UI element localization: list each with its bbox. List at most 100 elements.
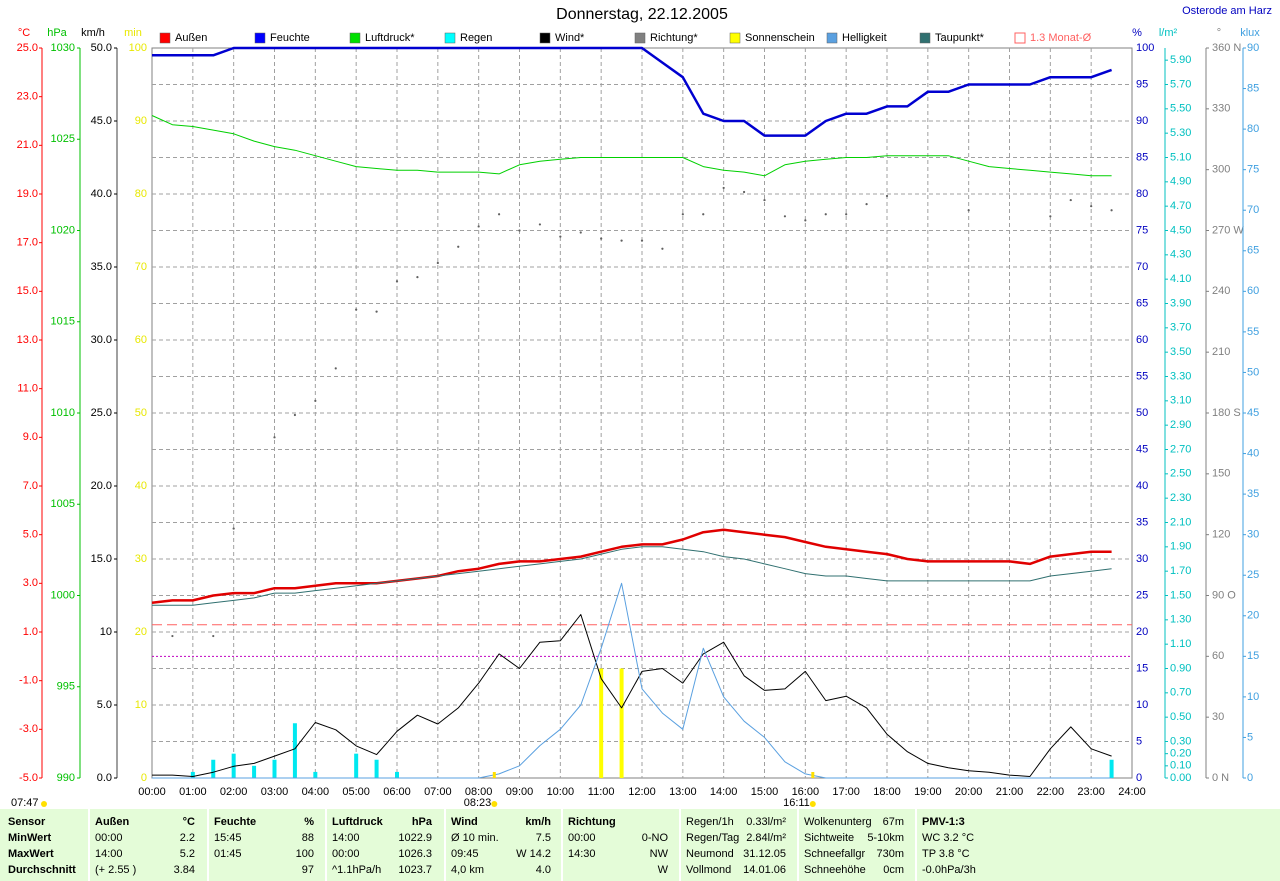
legend-label: Außen <box>175 32 207 44</box>
stats-cell: Außen <box>95 816 130 828</box>
stats-cell: Vollmond <box>686 864 732 876</box>
y-tick-label: 1025 <box>51 133 75 145</box>
dot <box>538 223 542 226</box>
y-tick-label: 13.0 <box>17 334 38 346</box>
y-tick-label: 80 <box>135 188 147 200</box>
y-tick-label: 1.30 <box>1170 614 1191 626</box>
y-tick-label: 20 <box>1136 626 1148 638</box>
stats-cell: 31.12.05 <box>743 848 786 860</box>
y-tick-label: 7.0 <box>23 480 38 492</box>
y-tick-label: 45 <box>1247 407 1259 419</box>
dot <box>171 634 174 638</box>
y-tick-label: 0.50 <box>1170 711 1191 723</box>
y-tick-label: 50.0 <box>91 42 112 54</box>
stats-cell: °C <box>182 816 195 828</box>
y-tick-label: 0.10 <box>1170 760 1191 772</box>
y-tick-label: 990 <box>57 772 75 784</box>
stats-cell: 00:00 <box>332 848 360 860</box>
y-tick-label: 55 <box>1136 370 1148 382</box>
legend-swatch <box>159 32 171 44</box>
bar <box>599 668 604 778</box>
stats-cell: PMV-1:3 <box>922 816 965 828</box>
dot <box>845 213 848 216</box>
y-tick-label: -1.0 <box>19 675 38 687</box>
legend-label: 1.3 Monat-Ø <box>1030 32 1092 44</box>
dot <box>600 237 603 240</box>
dot <box>885 194 889 198</box>
series-line <box>151 115 1112 177</box>
x-tick-label: 11:00 <box>588 786 615 798</box>
sun-event-label: 08:23 <box>464 797 492 809</box>
y-tick-label: 70 <box>1136 261 1148 273</box>
y-tick-label: 95 <box>1136 78 1148 90</box>
stats-cell: 1022.9 <box>398 832 432 844</box>
y-tick-label: 100 <box>129 42 147 54</box>
sun-icon <box>491 801 498 807</box>
y-tick-label: 1.0 <box>23 626 38 638</box>
stats-cell: Wolkenunterg <box>804 816 872 828</box>
stats-cell: Ø 10 min. <box>451 832 499 844</box>
y-tick-label: 0.30 <box>1170 735 1191 747</box>
y-tick-label: 100 <box>1136 42 1154 54</box>
stats-row-label: MaxWert <box>8 848 54 860</box>
stats-cell: 00:00 <box>95 832 123 844</box>
dot <box>457 245 460 248</box>
stats-cell: W 14.2 <box>516 848 551 860</box>
y-tick-label: 5 <box>1247 731 1253 743</box>
bar <box>190 771 195 778</box>
y-tick-label: 4.10 <box>1170 273 1191 285</box>
y-tick-label: 50 <box>1247 366 1259 378</box>
y-tick-label: 1.90 <box>1170 541 1191 553</box>
stats-cell: Regen/Tag <box>686 832 740 844</box>
y-tick-label: 40 <box>1247 447 1259 459</box>
y-tick-label: 5.0 <box>97 699 112 711</box>
stats-cell: 14:30 <box>568 848 596 860</box>
location: Osterode am Harz <box>1182 5 1272 17</box>
legend-swatch <box>826 32 838 44</box>
y-tick-label: 2.70 <box>1170 443 1191 455</box>
y-tick-label: 45.0 <box>91 115 112 127</box>
y-tick-label: 30.0 <box>91 334 112 346</box>
stats-cell: 5.2 <box>179 848 195 860</box>
x-tick-label: 24:00 <box>1118 786 1146 798</box>
legend-label: Regen <box>460 32 492 44</box>
legend-swatch <box>254 32 266 44</box>
y-tick-label: 10 <box>135 699 147 711</box>
legend-swatch <box>729 32 741 44</box>
y-tick-label: 90 <box>135 115 147 127</box>
x-tick-label: 23:00 <box>1077 786 1105 798</box>
axis-unit: klux <box>1240 27 1260 39</box>
y-tick-label: 10 <box>1136 699 1148 711</box>
stats-cell: Richtung <box>568 816 616 828</box>
y-tick-label: 9.0 <box>23 431 38 443</box>
y-tick-label: 1000 <box>51 589 75 601</box>
x-tick-label: 10:00 <box>547 786 575 798</box>
legend-swatch <box>919 32 931 44</box>
dot <box>620 239 623 242</box>
legend-label: Sonnenschein <box>745 32 815 44</box>
stats-row-label: Durchschnitt <box>8 864 76 876</box>
series-line <box>152 546 1112 606</box>
stats-cell: 4.0 <box>535 864 551 876</box>
axis-unit: hPa <box>47 27 67 39</box>
stats-cell: Neumond <box>686 848 734 860</box>
y-tick-label: -3.0 <box>19 723 38 735</box>
y-tick-label: 0 <box>141 772 147 784</box>
stats-separator <box>561 809 563 881</box>
y-tick-label: 25 <box>1247 569 1259 581</box>
dot <box>232 527 235 530</box>
x-tick-label: 18:00 <box>873 786 901 798</box>
y-tick-label: 4.70 <box>1170 200 1191 212</box>
stats-cell: Feuchte <box>214 816 257 828</box>
axis-unit: ° <box>1217 27 1221 39</box>
y-tick-label: 50 <box>135 407 147 419</box>
stats-cell: 1026.3 <box>398 848 432 860</box>
dot <box>497 213 501 216</box>
y-tick-label: 45 <box>1136 443 1148 455</box>
dot <box>416 276 419 279</box>
dot <box>559 235 562 238</box>
y-tick-label: 55 <box>1247 326 1259 338</box>
y-tick-label: 2.50 <box>1170 468 1191 480</box>
legend-label: Richtung* <box>650 32 698 44</box>
stats-cell: Sichtweite <box>804 832 855 844</box>
